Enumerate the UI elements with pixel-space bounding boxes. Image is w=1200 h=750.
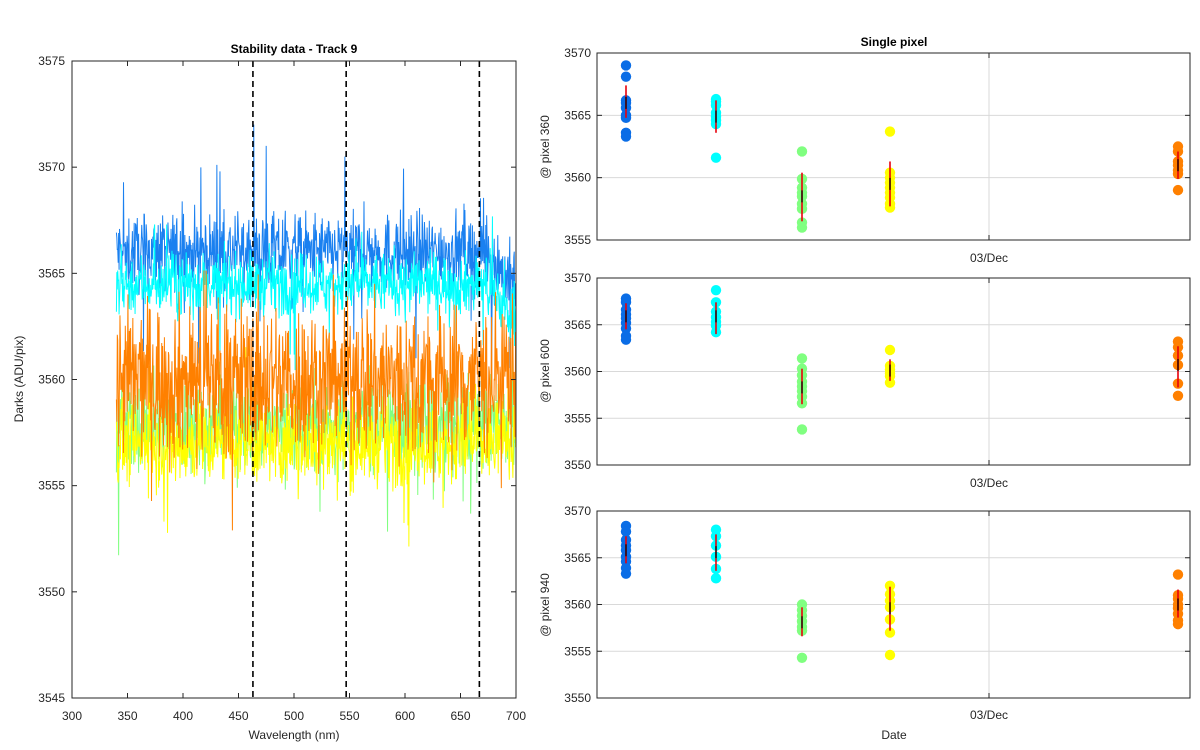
pixel-940-point-1 bbox=[620, 568, 632, 579]
pixel-360-grid bbox=[597, 52, 1190, 241]
spectra-ticks: 300 350 400 450 500 550 600 650 700 3545 3550 3555 3… bbox=[38, 54, 526, 723]
spectra-plot-area bbox=[72, 61, 516, 698]
pixel-600-point-5 bbox=[1172, 390, 1184, 402]
spectra-x-axis-label: Wavelength (nm) bbox=[249, 728, 340, 742]
pixel-360-axes-box bbox=[596, 52, 1191, 241]
pixel-360-point-1 bbox=[620, 71, 632, 82]
pixel-600-date-tick: 03/Dec bbox=[970, 476, 1008, 490]
pixel-360-ticks: 3555 3560 3565 3570 bbox=[564, 46, 1190, 247]
spectra-y-tick-label: 3545 bbox=[38, 691, 65, 705]
pixel-600-points bbox=[620, 284, 1184, 435]
spectra-y-tick-label: 3560 bbox=[38, 373, 65, 387]
pixel-360-plot-area bbox=[597, 53, 1190, 240]
pixel-360-y-tick-label: 3565 bbox=[564, 108, 591, 122]
pixel-360-y-tick-label: 3555 bbox=[564, 233, 591, 247]
pixel-360-point-1 bbox=[620, 112, 632, 124]
pixel-600-y-tick-label: 3565 bbox=[564, 318, 591, 332]
spectra-x-tick-label: 650 bbox=[450, 709, 470, 723]
pixel-940-y-axis-label: @ pixel 940 bbox=[538, 573, 552, 637]
pixel-600-point-2 bbox=[710, 284, 722, 296]
spectra-y-tick-label: 3565 bbox=[38, 266, 65, 280]
spectra-y-tick-label: 3570 bbox=[38, 160, 65, 174]
spectra-x-tick-label: 600 bbox=[395, 709, 415, 723]
pixel-600-y-axis-label: @ pixel 600 bbox=[538, 339, 552, 403]
pixel-940-point-4 bbox=[884, 580, 896, 591]
pixel-600-ticks: 3550 3555 3560 3565 3570 bbox=[564, 271, 1190, 472]
pixel-360-axes bbox=[596, 52, 1191, 241]
pixel-360-y-tick-label: 3570 bbox=[564, 46, 591, 60]
spectra-y-tick-label: 3550 bbox=[38, 585, 65, 599]
pixel-360-point-2 bbox=[710, 152, 722, 163]
pixel-360-point-4 bbox=[884, 202, 896, 213]
spectra-x-tick-label: 400 bbox=[173, 709, 193, 723]
pixel-600-point-3 bbox=[796, 424, 808, 435]
pixel-360-point-3 bbox=[796, 146, 808, 157]
spectra-title: Stability data - Track 9 bbox=[231, 42, 358, 56]
spectra-x-tick-label: 700 bbox=[506, 709, 526, 723]
wavelength-markers bbox=[252, 61, 481, 698]
spectra-x-tick-label: 350 bbox=[117, 709, 137, 723]
pixel-360-point-5 bbox=[1172, 184, 1184, 196]
pixel-600-point-1 bbox=[620, 334, 632, 345]
pixel-940-point-1 bbox=[620, 526, 632, 537]
pixel-360-y-tick-label: 3560 bbox=[564, 171, 591, 185]
pixel-940-x-axis-label: Date bbox=[881, 728, 907, 742]
pixel-600-panel: 3550 3555 3560 3565 3570 @ pixel 600 03/Dec bbox=[538, 271, 1191, 490]
pixel-600-point-4 bbox=[884, 377, 896, 388]
pixel-940-points bbox=[620, 520, 1184, 663]
pixel-940-ticks: 3550 3555 3560 3565 3570 bbox=[564, 504, 1190, 705]
spectra-y-axis-label: Darks (ADU/pix) bbox=[12, 336, 26, 423]
spectra-panel: 300 350 400 450 500 550 600 650 700 3545 3550 3555 3… bbox=[12, 42, 526, 742]
pixel-940-y-tick-label: 3555 bbox=[564, 644, 591, 658]
pixel-600-y-tick-label: 3550 bbox=[564, 458, 591, 472]
spectra-y-tick-label: 3575 bbox=[38, 54, 65, 68]
pixel-360-points bbox=[620, 60, 1184, 233]
pixel-600-point-3 bbox=[796, 353, 808, 364]
pixel-940-y-tick-label: 3570 bbox=[564, 504, 591, 518]
spectra-x-tick-label: 450 bbox=[228, 709, 248, 723]
spectra-x-tick-label: 550 bbox=[339, 709, 359, 723]
pixel-360-point-4 bbox=[884, 126, 896, 137]
pixel-940-date-tick: 03/Dec bbox=[970, 708, 1008, 722]
single-pixel-title: Single pixel bbox=[861, 35, 928, 49]
spectrum-series-5 bbox=[115, 270, 517, 531]
pixel-940-point-5 bbox=[1172, 618, 1184, 630]
spectra-y-tick-label: 3555 bbox=[38, 479, 65, 493]
pixel-360-point-1 bbox=[620, 60, 632, 71]
pixel-360-date-tick: 03/Dec bbox=[970, 251, 1008, 265]
spectrum-series-2 bbox=[115, 216, 517, 371]
pixel-600-y-tick-label: 3555 bbox=[564, 411, 591, 425]
pixel-940-point-3 bbox=[796, 652, 808, 663]
pixel-940-y-tick-label: 3550 bbox=[564, 691, 591, 705]
pixel-600-point-4 bbox=[884, 344, 896, 356]
pixel-600-y-tick-label: 3560 bbox=[564, 365, 591, 379]
pixel-940-y-tick-label: 3565 bbox=[564, 551, 591, 565]
pixel-360-point-3 bbox=[796, 222, 808, 233]
pixel-940-point-5 bbox=[1172, 569, 1184, 580]
pixel-360-y-axis-label: @ pixel 360 bbox=[538, 115, 552, 179]
pixel-600-point-1 bbox=[620, 297, 632, 308]
pixel-360-panel: 3555 3560 3565 3570 Single pixel @ pixel 36… bbox=[538, 35, 1191, 265]
spectra-series bbox=[115, 124, 517, 556]
pixel-940-y-tick-label: 3560 bbox=[564, 598, 591, 612]
pixel-600-y-tick-label: 3570 bbox=[564, 271, 591, 285]
spectrum-series-1 bbox=[115, 124, 517, 378]
spectra-x-tick-label: 300 bbox=[62, 709, 82, 723]
pixel-940-point-2 bbox=[710, 573, 722, 584]
pixel-360-point-1 bbox=[620, 131, 632, 142]
spectra-x-tick-label: 500 bbox=[284, 709, 304, 723]
pixel-940-point-4 bbox=[884, 627, 896, 638]
pixel-940-point-4 bbox=[884, 649, 896, 661]
